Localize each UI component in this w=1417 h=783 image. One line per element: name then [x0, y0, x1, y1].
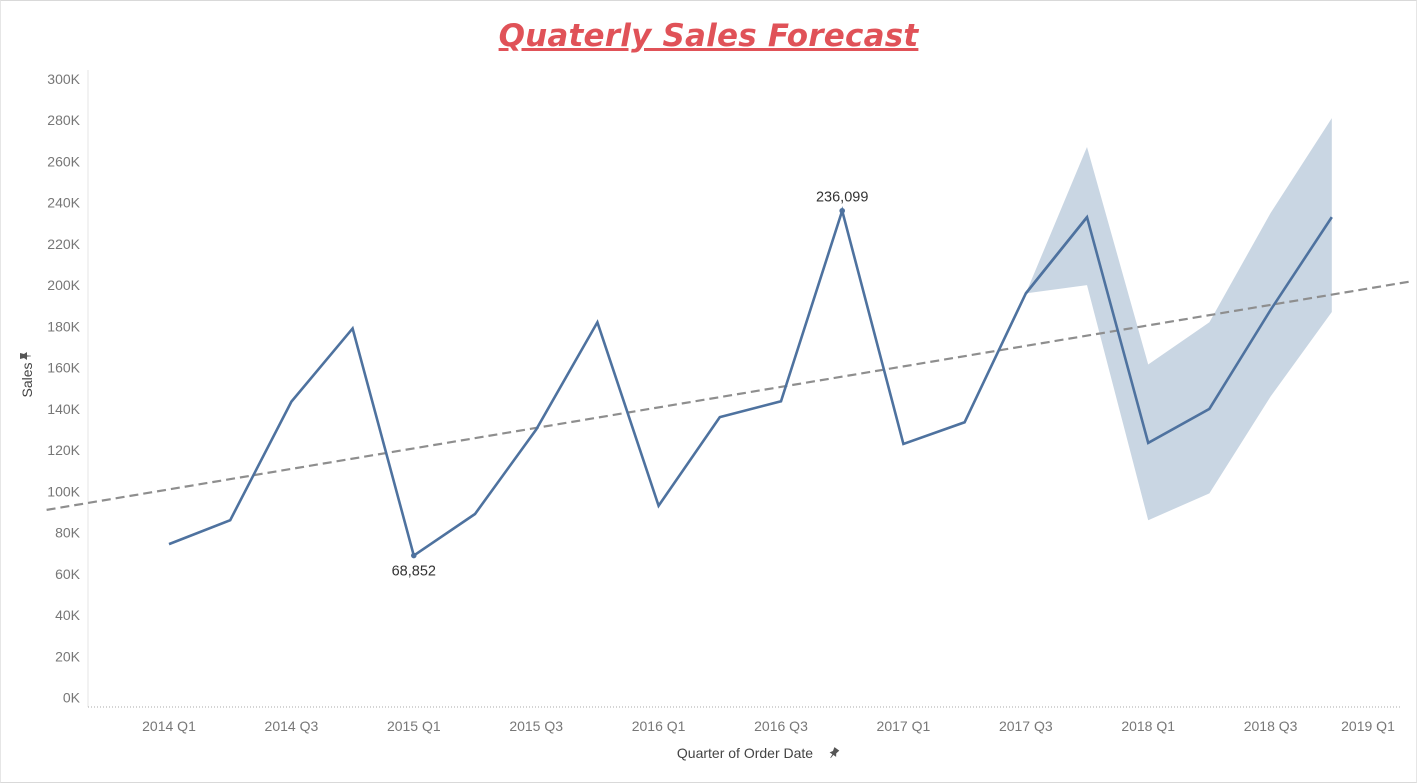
x-tick-labels: 2014 Q1 2014 Q3 2015 Q1 2015 Q3 2016 Q1 2016 …	[142, 718, 1395, 734]
y-axis-title: Sales	[19, 362, 35, 397]
x-tick-label: 2014 Q1	[142, 718, 196, 734]
trend-line	[46, 279, 1414, 511]
y-tick-label: 300K	[47, 71, 80, 87]
y-tick-label: 100K	[47, 483, 80, 499]
y-tick-label: 280K	[47, 112, 80, 128]
y-tick-label: 160K	[47, 360, 80, 376]
y-tick-label: 60K	[55, 566, 81, 582]
axes-layer	[87, 70, 1402, 708]
x-tick-label: 2014 Q3	[265, 718, 319, 734]
x-tick-label: 2015 Q3	[509, 718, 563, 734]
x-tick-label: 2016 Q3	[754, 718, 808, 734]
x-tick-label: 2018 Q3	[1244, 718, 1298, 734]
x-tick-label: 2017 Q3	[999, 718, 1053, 734]
x-axis-pin-icon	[829, 747, 840, 759]
y-axis-pin-icon	[20, 352, 31, 360]
y-tick-label: 240K	[47, 195, 80, 211]
x-tick-label: 2016 Q1	[632, 718, 686, 734]
forecast-band-layer	[1025, 118, 1332, 521]
annotated-point	[411, 552, 417, 559]
y-tick-labels: 0K 20K 40K 60K 80K 100K 120K 140K 160K 180K 200K 22…	[47, 71, 80, 706]
y-tick-label: 0K	[63, 690, 81, 706]
annotated-point	[839, 207, 845, 214]
x-tick-label: 2015 Q1	[387, 718, 441, 734]
x-tick-label: 2019 Q1	[1341, 718, 1395, 734]
series-layer	[46, 206, 1414, 558]
y-tick-label: 200K	[47, 277, 80, 293]
y-tick-label: 140K	[47, 401, 80, 417]
y-tick-label: 40K	[55, 607, 81, 623]
actual-sales-line	[168, 206, 1089, 558]
y-tick-label: 20K	[55, 648, 81, 664]
y-tick-label: 220K	[47, 236, 80, 252]
data-label: 68,852	[392, 564, 436, 580]
x-tick-label: 2017 Q1	[877, 718, 931, 734]
forecast-confidence-band	[1025, 118, 1332, 521]
y-tick-label: 120K	[47, 442, 80, 458]
data-label: 236,099	[816, 190, 868, 206]
y-tick-label: 80K	[55, 525, 81, 541]
forecast-sales-line	[1024, 214, 1333, 445]
y-tick-label: 260K	[47, 153, 80, 169]
x-axis-title: Quarter of Order Date	[677, 745, 813, 761]
data-label-layer: 68,852 236,099	[392, 190, 869, 580]
y-tick-label: 180K	[47, 318, 80, 334]
x-tick-label: 2018 Q1	[1121, 718, 1175, 734]
chart-title: Quaterly Sales Forecast	[498, 18, 919, 54]
